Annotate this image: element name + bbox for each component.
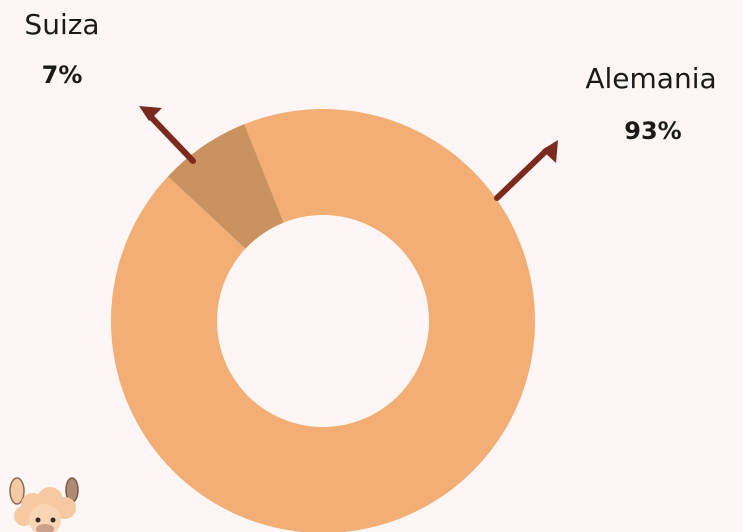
alemania-arrow-shaft [494,147,550,201]
donut-hole [217,215,429,427]
suiza-arrow-shaft [148,114,196,164]
suiza-arrow-head [139,106,162,121]
value-suiza: 7% [42,61,83,89]
value-alemania: 93% [624,117,681,145]
alemania-arrow-head [542,140,558,163]
alpaca-icon [9,477,79,532]
label-suiza: Suiza [24,8,99,41]
suiza-annotation: Suiza 7% [24,8,196,164]
label-alemania: Alemania [585,62,716,95]
alemania-annotation: Alemania 93% [494,62,717,201]
